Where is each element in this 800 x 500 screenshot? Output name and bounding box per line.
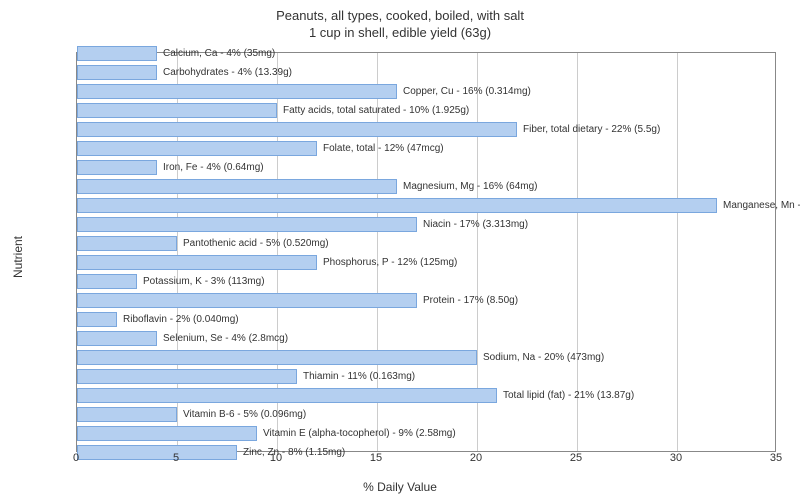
nutrient-bar-label: Selenium, Se - 4% (2.8mcg) (163, 331, 288, 346)
nutrient-bar-label: Fatty acids, total saturated - 10% (1.92… (283, 103, 469, 118)
x-tick-label: 5 (173, 452, 179, 464)
nutrient-bar (77, 122, 517, 137)
nutrient-bar-label: Vitamin B-6 - 5% (0.096mg) (183, 407, 306, 422)
nutrient-bar (77, 141, 317, 156)
nutrient-bar (77, 369, 297, 384)
grid-line (677, 53, 678, 451)
nutrient-bar (77, 407, 177, 422)
nutrient-bar (77, 236, 177, 251)
nutrient-bar-label: Potassium, K - 3% (113mg) (143, 274, 265, 289)
x-tick-label: 30 (670, 452, 682, 464)
nutrient-bar (77, 103, 277, 118)
nutrient-bar-label: Pantothenic acid - 5% (0.520mg) (183, 236, 329, 251)
plot-area: Calcium, Ca - 4% (35mg)Carbohydrates - 4… (76, 52, 776, 452)
nutrient-bar-label: Thiamin - 11% (0.163mg) (303, 369, 415, 384)
nutrient-bar-label: Copper, Cu - 16% (0.314mg) (403, 84, 531, 99)
nutrient-bar-label: Fiber, total dietary - 22% (5.5g) (523, 122, 660, 137)
nutrient-bar-label: Vitamin E (alpha-tocopherol) - 9% (2.58m… (263, 426, 456, 441)
nutrient-bar-label: Folate, total - 12% (47mcg) (323, 141, 444, 156)
nutrient-bar (77, 84, 397, 99)
nutrient-chart: Peanuts, all types, cooked, boiled, with… (0, 0, 800, 500)
nutrient-bar (77, 198, 717, 213)
y-axis-label: Nutrient (11, 236, 25, 278)
x-axis-label: % Daily Value (363, 480, 437, 494)
title-line-2: 1 cup in shell, edible yield (63g) (309, 25, 491, 40)
nutrient-bar (77, 65, 157, 80)
nutrient-bar (77, 179, 397, 194)
nutrient-bar (77, 331, 157, 346)
nutrient-bar-label: Manganese, Mn - 32% (0.644mg) (723, 198, 800, 213)
nutrient-bar-label: Carbohydrates - 4% (13.39g) (163, 65, 292, 80)
nutrient-bar (77, 445, 237, 460)
x-tick-label: 15 (370, 452, 382, 464)
nutrient-bar-label: Magnesium, Mg - 16% (64mg) (403, 179, 538, 194)
x-tick-label: 0 (73, 452, 79, 464)
nutrient-bar (77, 293, 417, 308)
nutrient-bar (77, 350, 477, 365)
x-tick-label: 10 (270, 452, 282, 464)
nutrient-bar (77, 46, 157, 61)
nutrient-bar (77, 255, 317, 270)
nutrient-bar-label: Phosphorus, P - 12% (125mg) (323, 255, 457, 270)
x-tick-label: 25 (570, 452, 582, 464)
chart-title: Peanuts, all types, cooked, boiled, with… (0, 0, 800, 42)
nutrient-bar-label: Calcium, Ca - 4% (35mg) (163, 46, 275, 61)
nutrient-bar (77, 217, 417, 232)
nutrient-bar-label: Riboflavin - 2% (0.040mg) (123, 312, 239, 327)
nutrient-bar (77, 388, 497, 403)
nutrient-bar (77, 160, 157, 175)
title-line-1: Peanuts, all types, cooked, boiled, with… (276, 8, 524, 23)
nutrient-bar-label: Total lipid (fat) - 21% (13.87g) (503, 388, 634, 403)
nutrient-bar-label: Iron, Fe - 4% (0.64mg) (163, 160, 264, 175)
x-tick-label: 35 (770, 452, 782, 464)
nutrient-bar-label: Protein - 17% (8.50g) (423, 293, 518, 308)
nutrient-bar (77, 312, 117, 327)
x-tick-label: 20 (470, 452, 482, 464)
nutrient-bar (77, 274, 137, 289)
nutrient-bar-label: Sodium, Na - 20% (473mg) (483, 350, 604, 365)
nutrient-bar-label: Zinc, Zn - 8% (1.15mg) (243, 445, 345, 460)
nutrient-bar (77, 426, 257, 441)
nutrient-bar-label: Niacin - 17% (3.313mg) (423, 217, 528, 232)
